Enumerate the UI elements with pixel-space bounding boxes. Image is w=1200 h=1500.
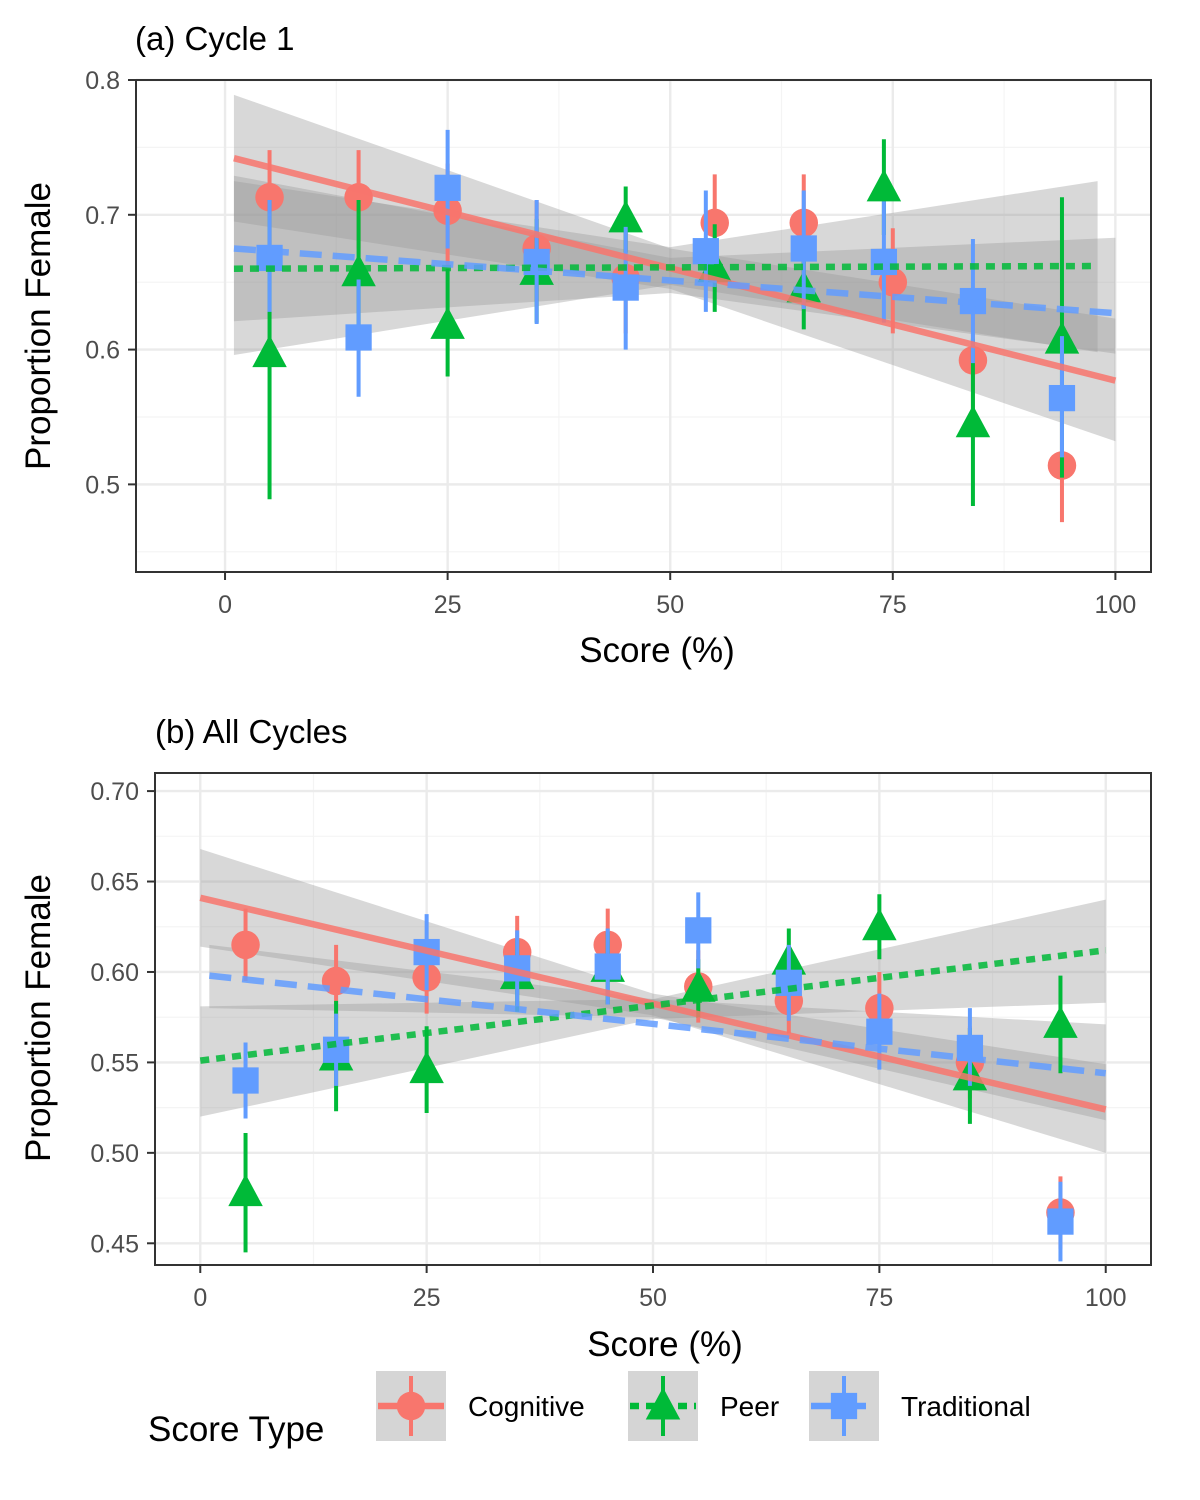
panel-a-series-traditional: [256, 129, 1076, 458]
panel-a-peer-point: [341, 254, 376, 287]
panel-a-peer-point: [430, 306, 465, 339]
legend-label: Cognitive: [468, 1391, 585, 1422]
panel-a: (a) Cycle 1 Score (%) Proportion Female …: [19, 20, 1152, 670]
panel-b-peer-point: [1043, 1005, 1078, 1038]
legend-item-peer: Peer: [628, 1371, 779, 1441]
panel-b-y-tick-label: 0.60: [90, 959, 139, 987]
panel-b-peer-point: [409, 1051, 444, 1084]
panel-b-x-tick-label: 50: [639, 1284, 667, 1312]
panel-a-x-tick-label: 25: [434, 591, 462, 619]
panel-b-peer-point: [862, 908, 897, 941]
panel-a-traditional-point: [1048, 384, 1076, 412]
panel-a-peer-point: [608, 200, 643, 233]
legend-items: Cognitive Peer Traditional: [376, 1371, 1031, 1441]
panel-b-peer-point: [681, 969, 716, 1002]
panel-a-x-tick-label: 75: [879, 591, 907, 619]
panel-a-y-tick-label: 0.7: [85, 202, 120, 230]
panel-a-fit-line-traditional: [233, 245, 1116, 317]
legend-item-cognitive: Cognitive: [376, 1371, 585, 1441]
panel-a-plot-area: [135, 78, 1152, 573]
panel-b-traditional-point: [232, 1067, 259, 1094]
legend-label: Peer: [720, 1391, 779, 1422]
panel-b-traditional-point: [594, 953, 621, 980]
panel-b-cognitive-point: [231, 930, 260, 960]
panel-b-peer-point: [228, 1174, 263, 1207]
panel-a-peer-point: [252, 335, 287, 368]
legend-item-traditional: Traditional: [809, 1371, 1031, 1441]
panel-a-traditional-point: [692, 238, 719, 265]
legend-key-marker: [830, 1392, 858, 1420]
panel-b-x-tick-label: 100: [1085, 1284, 1127, 1312]
panel-b: (b) All Cycles Score (%) Proportion Fema…: [19, 713, 1152, 1364]
panel-a-y-tick-label: 0.8: [85, 67, 120, 95]
panel-b-y-tick-label: 0.45: [90, 1230, 139, 1258]
panel-b-traditional-point: [685, 917, 712, 944]
panel-b-traditional-point: [1047, 1208, 1074, 1235]
legend-key-marker: [396, 1391, 426, 1421]
panel-a-peer-point: [955, 405, 991, 438]
panel-b-fit-line-traditional: [208, 972, 1107, 1077]
panel-a-traditional-point: [434, 174, 461, 201]
panel-b-y-tick-label: 0.70: [90, 778, 139, 806]
panel-a-traditional-point: [790, 235, 817, 262]
panel-a-traditional-point: [870, 248, 898, 276]
panel-b-plot-area: [154, 772, 1152, 1266]
panel-b-title: (b) All Cycles: [155, 713, 348, 750]
panel-a-y-tick-label: 0.5: [85, 471, 120, 499]
panel-b-y-tick-label: 0.55: [90, 1049, 139, 1077]
panel-a-y-axis-title: Proportion Female: [19, 182, 58, 470]
panel-a-x-axis-title: Score (%): [579, 631, 735, 670]
panel-a-x-tick-label: 100: [1095, 591, 1137, 619]
legend-title: Score Type: [148, 1410, 324, 1449]
panel-a-cognitive-point: [255, 183, 284, 212]
panel-b-y-tick-label: 0.50: [90, 1140, 139, 1168]
panel-b-x-tick-label: 75: [865, 1284, 893, 1312]
panel-b-fit-line-peer: [199, 947, 1107, 1064]
panel-b-traditional-point: [866, 1018, 893, 1045]
panel-a-peer-point: [866, 169, 902, 202]
legend-key-marker: [645, 1387, 681, 1420]
panel-a-border: [135, 79, 1152, 573]
panel-a-title: (a) Cycle 1: [135, 20, 295, 57]
panel-a-background: [136, 80, 1151, 572]
panel-b-x-tick-label: 0: [193, 1284, 207, 1312]
panel-b-y-tick-label: 0.65: [90, 869, 139, 897]
legend-label: Traditional: [901, 1391, 1031, 1422]
panel-a-x-tick-label: 0: [218, 591, 232, 619]
panel-a-y-tick-label: 0.6: [85, 337, 120, 365]
panel-b-x-axis-title: Score (%): [587, 1325, 743, 1364]
panel-b-y-axis-title: Proportion Female: [19, 874, 58, 1162]
panel-b-x-tick-label: 25: [413, 1284, 441, 1312]
legend: Score Type Cognitive Peer Traditional: [148, 1371, 1031, 1449]
panel-a-x-tick-label: 50: [656, 591, 684, 619]
panel-a-traditional-point: [345, 324, 372, 351]
